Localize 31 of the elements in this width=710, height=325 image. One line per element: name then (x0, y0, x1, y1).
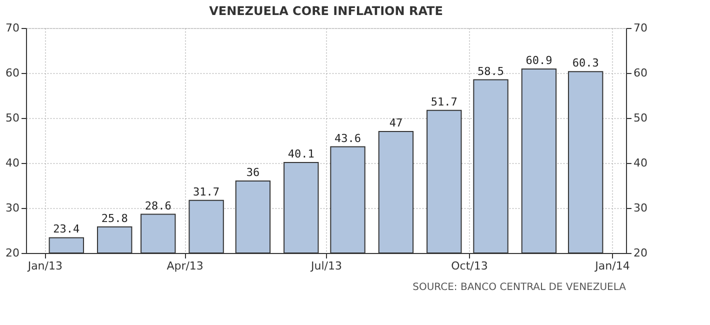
y-tick-label: 20 (6, 246, 20, 260)
data-label: 25.8 (101, 212, 128, 225)
data-label: 60.9 (526, 54, 552, 67)
x-tick-label: Jan/14 (594, 260, 630, 272)
data-label: 51.7 (430, 95, 458, 108)
y2-tick-label: 20 (634, 246, 648, 260)
data-label: 60.3 (572, 56, 599, 70)
x-tick-label: Apr/13 (166, 260, 204, 272)
y-tick-label: 60 (6, 66, 20, 80)
y2-tick-label: 40 (634, 156, 648, 170)
data-label: 58.5 (478, 64, 504, 78)
y-tick-label: 70 (6, 22, 20, 34)
x-tick-label: Jul/13 (310, 260, 342, 272)
data-label: 40.1 (288, 148, 314, 161)
data-label: 36 (246, 166, 260, 179)
source-note: SOURCE: BANCO CENTRAL DE VENEZUELA (412, 282, 626, 293)
data-label: 23.4 (53, 222, 80, 236)
data-label: 47 (389, 116, 403, 130)
x-tick-label: Oct/13 (451, 260, 488, 272)
y-tick-label: 40 (6, 156, 20, 170)
data-label: 28.6 (144, 199, 172, 212)
y-tick-label: 50 (6, 112, 20, 124)
y2-tick-label: 30 (634, 202, 648, 214)
chart-title: VENEZUELA CORE INFLATION RATE (209, 4, 443, 18)
data-label: 43.6 (334, 132, 362, 145)
y2-tick-label: 70 (634, 22, 648, 34)
y2-tick-label: 60 (634, 66, 648, 80)
data-label: 31.7 (193, 185, 220, 198)
y2-tick-label: 50 (634, 112, 648, 124)
x-tick-label: Jan/13 (26, 260, 62, 272)
y-tick-label: 30 (6, 202, 20, 214)
